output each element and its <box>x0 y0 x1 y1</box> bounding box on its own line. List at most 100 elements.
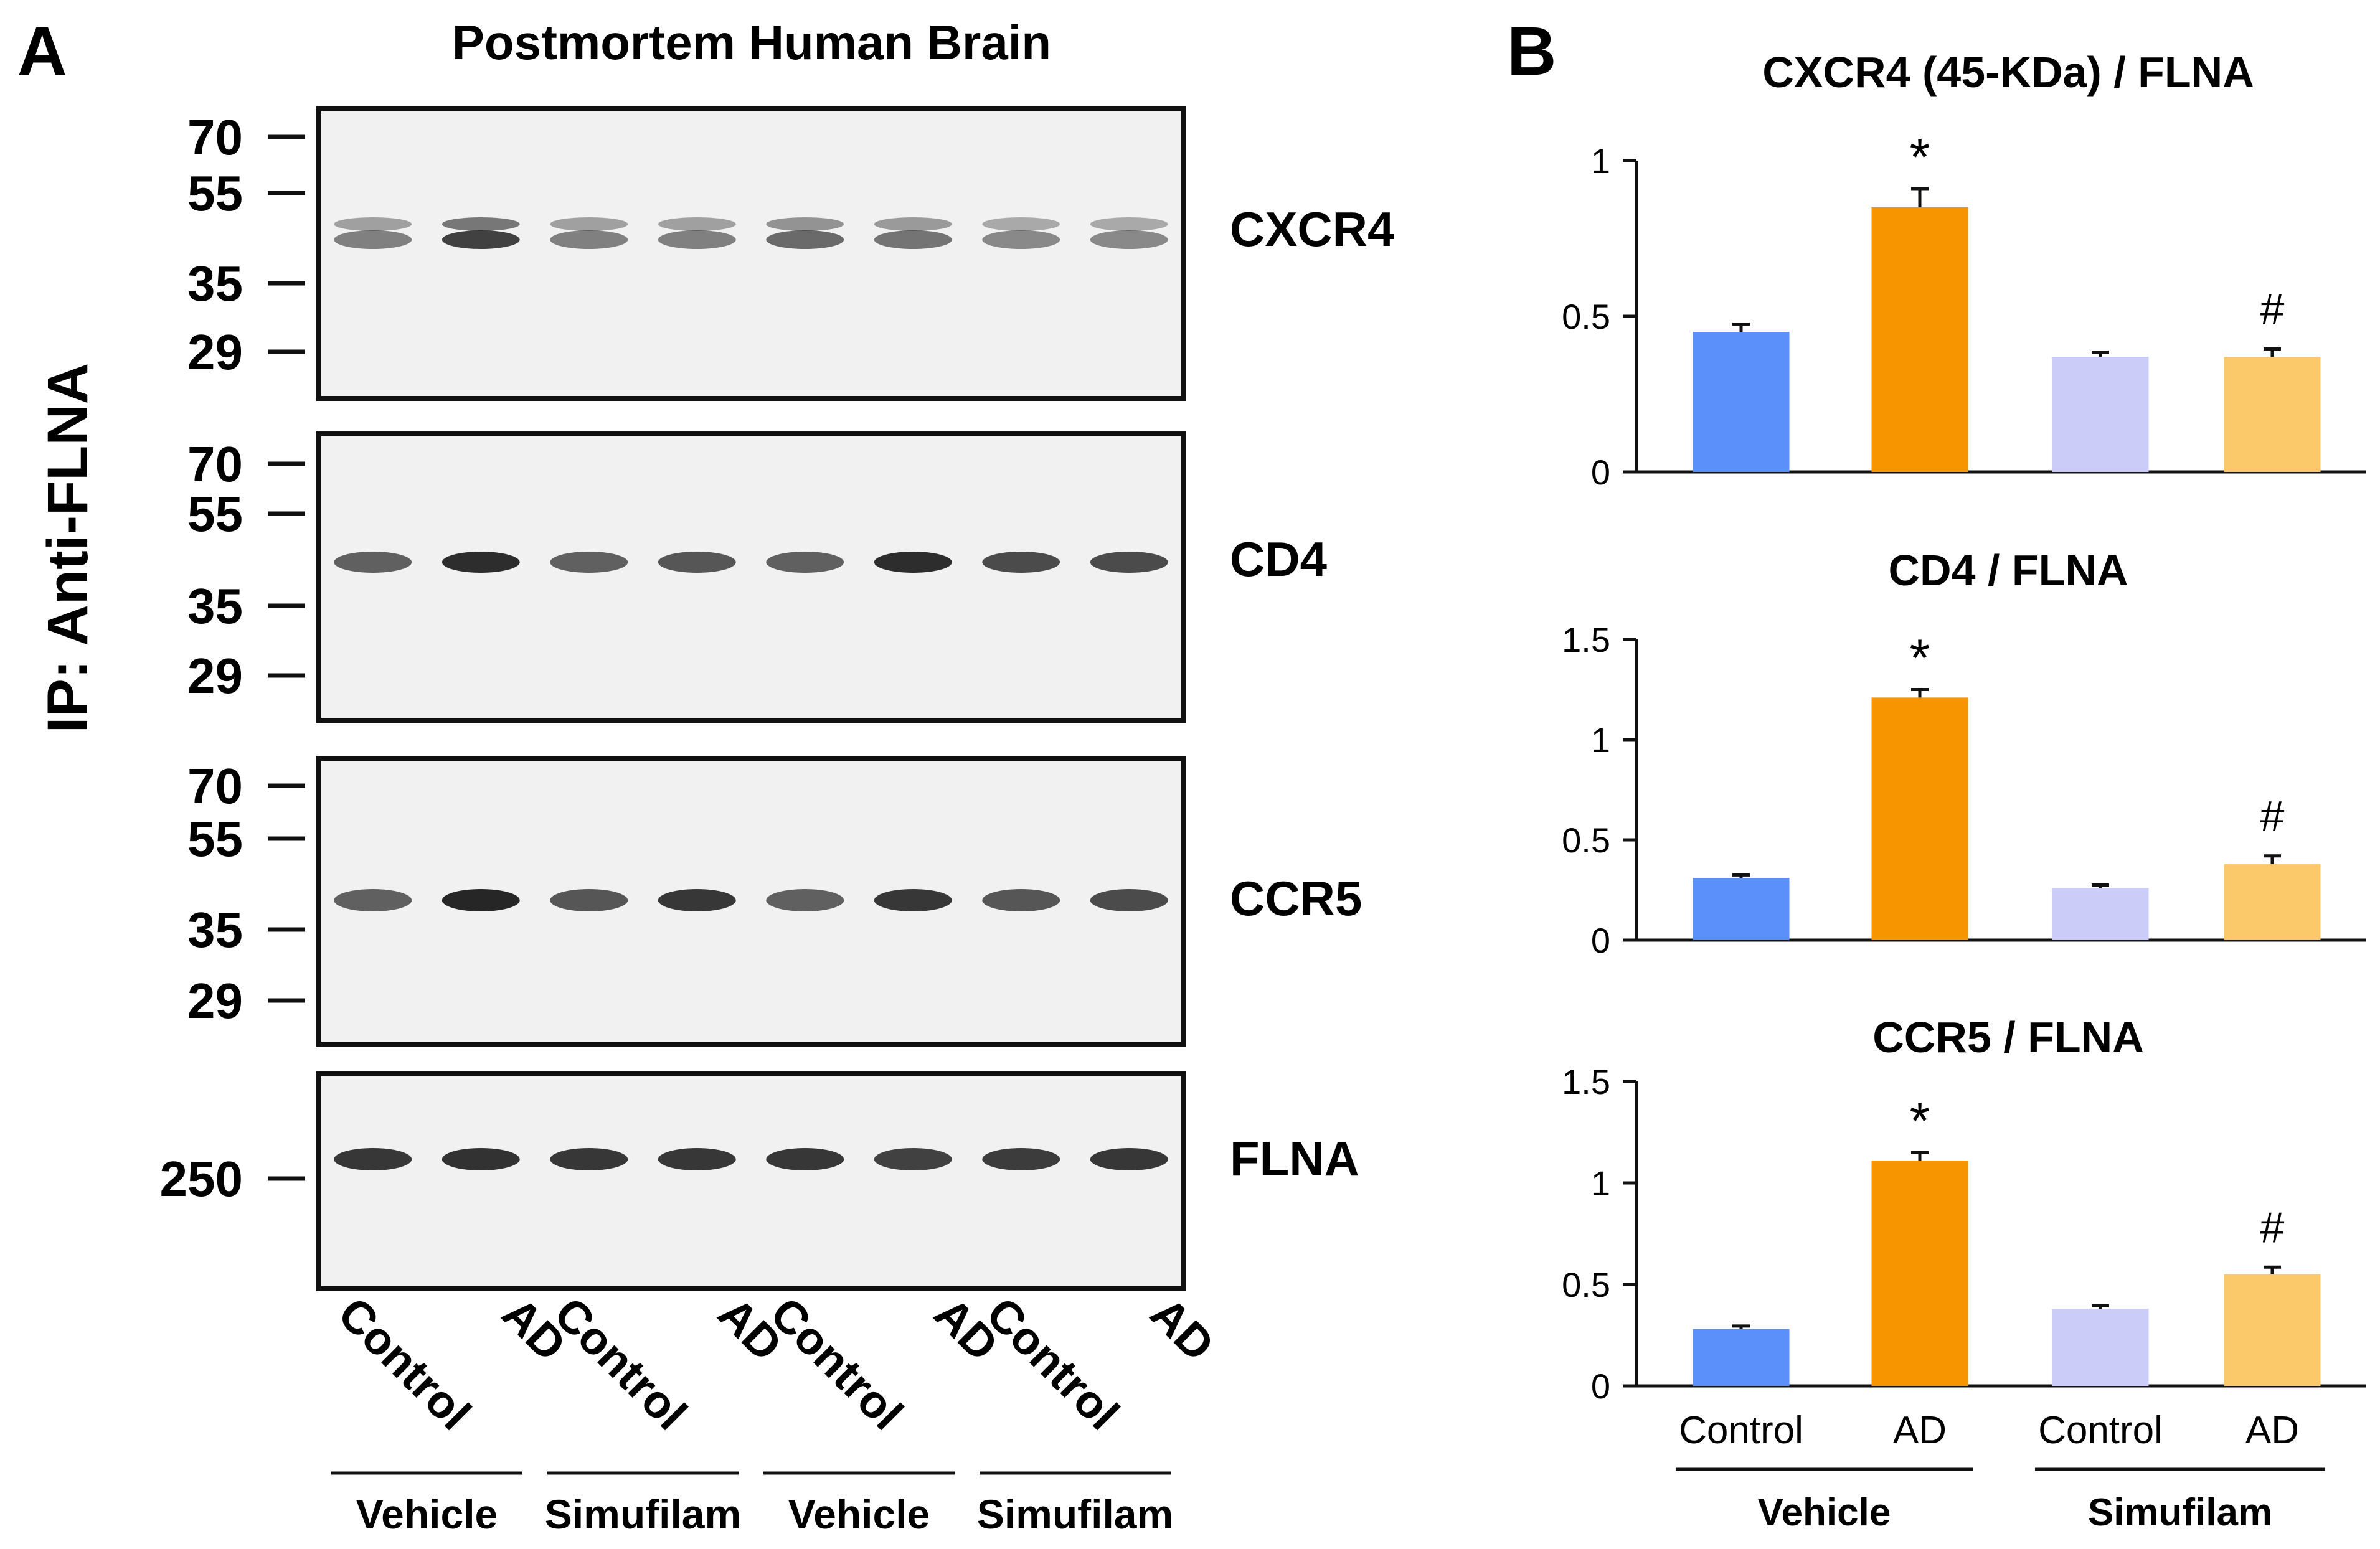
mw-marker-label: 70 <box>187 758 243 814</box>
panel-a-title: Postmortem Human Brain <box>452 15 1051 70</box>
bar <box>2052 1309 2149 1386</box>
blot-band <box>442 1148 520 1170</box>
blot-band <box>658 1148 736 1170</box>
x-tick-label: AD <box>2245 1409 2299 1452</box>
blot-band <box>766 889 844 911</box>
bar <box>2052 357 2149 472</box>
mw-marker-label: 70 <box>187 436 243 492</box>
blot-band <box>550 1148 628 1170</box>
y-tick-label: 0 <box>1591 1367 1610 1406</box>
blot-band <box>442 552 520 573</box>
y-tick-label: 0 <box>1591 921 1610 960</box>
chart-title: CCR5 / FLNA <box>1872 1013 2144 1062</box>
mw-marker-label: 35 <box>187 902 243 958</box>
y-tick-label: 1.5 <box>1562 1062 1610 1101</box>
blot-band <box>334 889 412 911</box>
y-tick-label: 1 <box>1591 1164 1610 1203</box>
y-tick-label: 1.5 <box>1562 620 1610 659</box>
y-tick-label: 0.5 <box>1562 297 1610 336</box>
blot-band <box>874 889 952 911</box>
blot-band <box>874 217 952 231</box>
group-label: Simufilam <box>545 1491 741 1537</box>
blot-protein-label: CXCR4 <box>1230 202 1394 257</box>
significance-marker: # <box>2260 285 2285 334</box>
mw-marker-label: 35 <box>187 256 243 311</box>
x-tick-label: Control <box>2038 1409 2163 1452</box>
panel-a-ylabel: IP: Anti-FLNA <box>36 363 100 733</box>
lane-label: AD <box>1141 1288 1224 1371</box>
blot-band <box>1090 552 1168 573</box>
y-tick-label: 0.5 <box>1562 821 1610 860</box>
bar-chart-1: CXCR4 (45-KDa) / FLNA 0 0.5 1 * # <box>1562 48 2366 492</box>
blot-band <box>766 1148 844 1170</box>
blot-band <box>442 230 520 249</box>
bar <box>1693 1329 1790 1386</box>
blot-band <box>334 230 412 249</box>
blot-protein-label: CD4 <box>1230 532 1327 586</box>
blot-band <box>334 217 412 231</box>
y-tick-label: 0.5 <box>1562 1265 1610 1304</box>
x-tick-label: AD <box>1893 1409 1947 1452</box>
blot-band <box>550 230 628 249</box>
blot-band <box>874 552 952 573</box>
panel-a-label: A <box>17 13 67 90</box>
blot-band <box>982 217 1060 231</box>
blot-band <box>1090 1148 1168 1170</box>
blot-band <box>334 1148 412 1170</box>
significance-marker: # <box>2260 792 2285 840</box>
blot-band <box>442 889 520 911</box>
mw-marker-label: 55 <box>187 166 243 221</box>
blot-band <box>874 1148 952 1170</box>
mw-marker-label: 35 <box>187 578 243 634</box>
group-label: Vehicle <box>1758 1491 1891 1534</box>
significance-marker: # <box>2260 1203 2285 1251</box>
bar-charts: CXCR4 (45-KDa) / FLNA 0 0.5 1 * # CD4 / FLNA 0 0… <box>1562 48 2366 1534</box>
blot-band <box>982 230 1060 249</box>
chart-title: CXCR4 (45-KDa) / FLNA <box>1762 48 2254 97</box>
bar <box>1871 697 1968 940</box>
blot-band <box>442 217 520 231</box>
mw-marker-label: 29 <box>187 973 243 1029</box>
blot-protein-label: FLNA <box>1230 1131 1359 1186</box>
blot-band <box>982 1148 1060 1170</box>
blot-frame <box>316 106 1186 401</box>
blot-band <box>766 217 844 231</box>
blot-band <box>766 552 844 573</box>
lane-label: Control <box>328 1288 481 1440</box>
mw-marker-label: 55 <box>187 486 243 542</box>
bar <box>2224 864 2321 940</box>
blot-band <box>1090 230 1168 249</box>
blot-band <box>658 230 736 249</box>
blot-band <box>550 889 628 911</box>
mw-marker-label: 70 <box>187 110 243 165</box>
group-label: Simufilam <box>977 1491 1173 1537</box>
chart-title: CD4 / FLNA <box>1889 546 2128 595</box>
x-tick-label: Control <box>1679 1409 1803 1452</box>
bar <box>2224 357 2321 472</box>
y-tick-label: 1 <box>1591 720 1610 760</box>
bar-chart-2: CD4 / FLNA 0 0.5 1 1.5 * # <box>1562 546 2366 960</box>
mw-marker-label: 29 <box>187 324 243 380</box>
mw-marker-label: 250 <box>160 1151 243 1207</box>
bar <box>2224 1274 2321 1386</box>
blot-band <box>658 552 736 573</box>
blot-band <box>982 552 1060 573</box>
blot-flna: 250 FLNA <box>160 1071 1359 1291</box>
y-tick-label: 1 <box>1591 141 1610 181</box>
blot-band <box>982 889 1060 911</box>
group-label: Simufilam <box>2088 1491 2272 1534</box>
significance-marker: * <box>1910 629 1930 687</box>
panel-b-label: B <box>1507 13 1556 90</box>
bar <box>1871 1161 1968 1386</box>
mw-marker-label: 55 <box>187 811 243 867</box>
group-label: Vehicle <box>356 1491 498 1537</box>
mw-marker-label: 29 <box>187 648 243 704</box>
lane-label: Control <box>544 1288 697 1440</box>
blot-band <box>1090 889 1168 911</box>
blot-protein-label: CCR5 <box>1230 871 1362 926</box>
blot-band <box>658 889 736 911</box>
